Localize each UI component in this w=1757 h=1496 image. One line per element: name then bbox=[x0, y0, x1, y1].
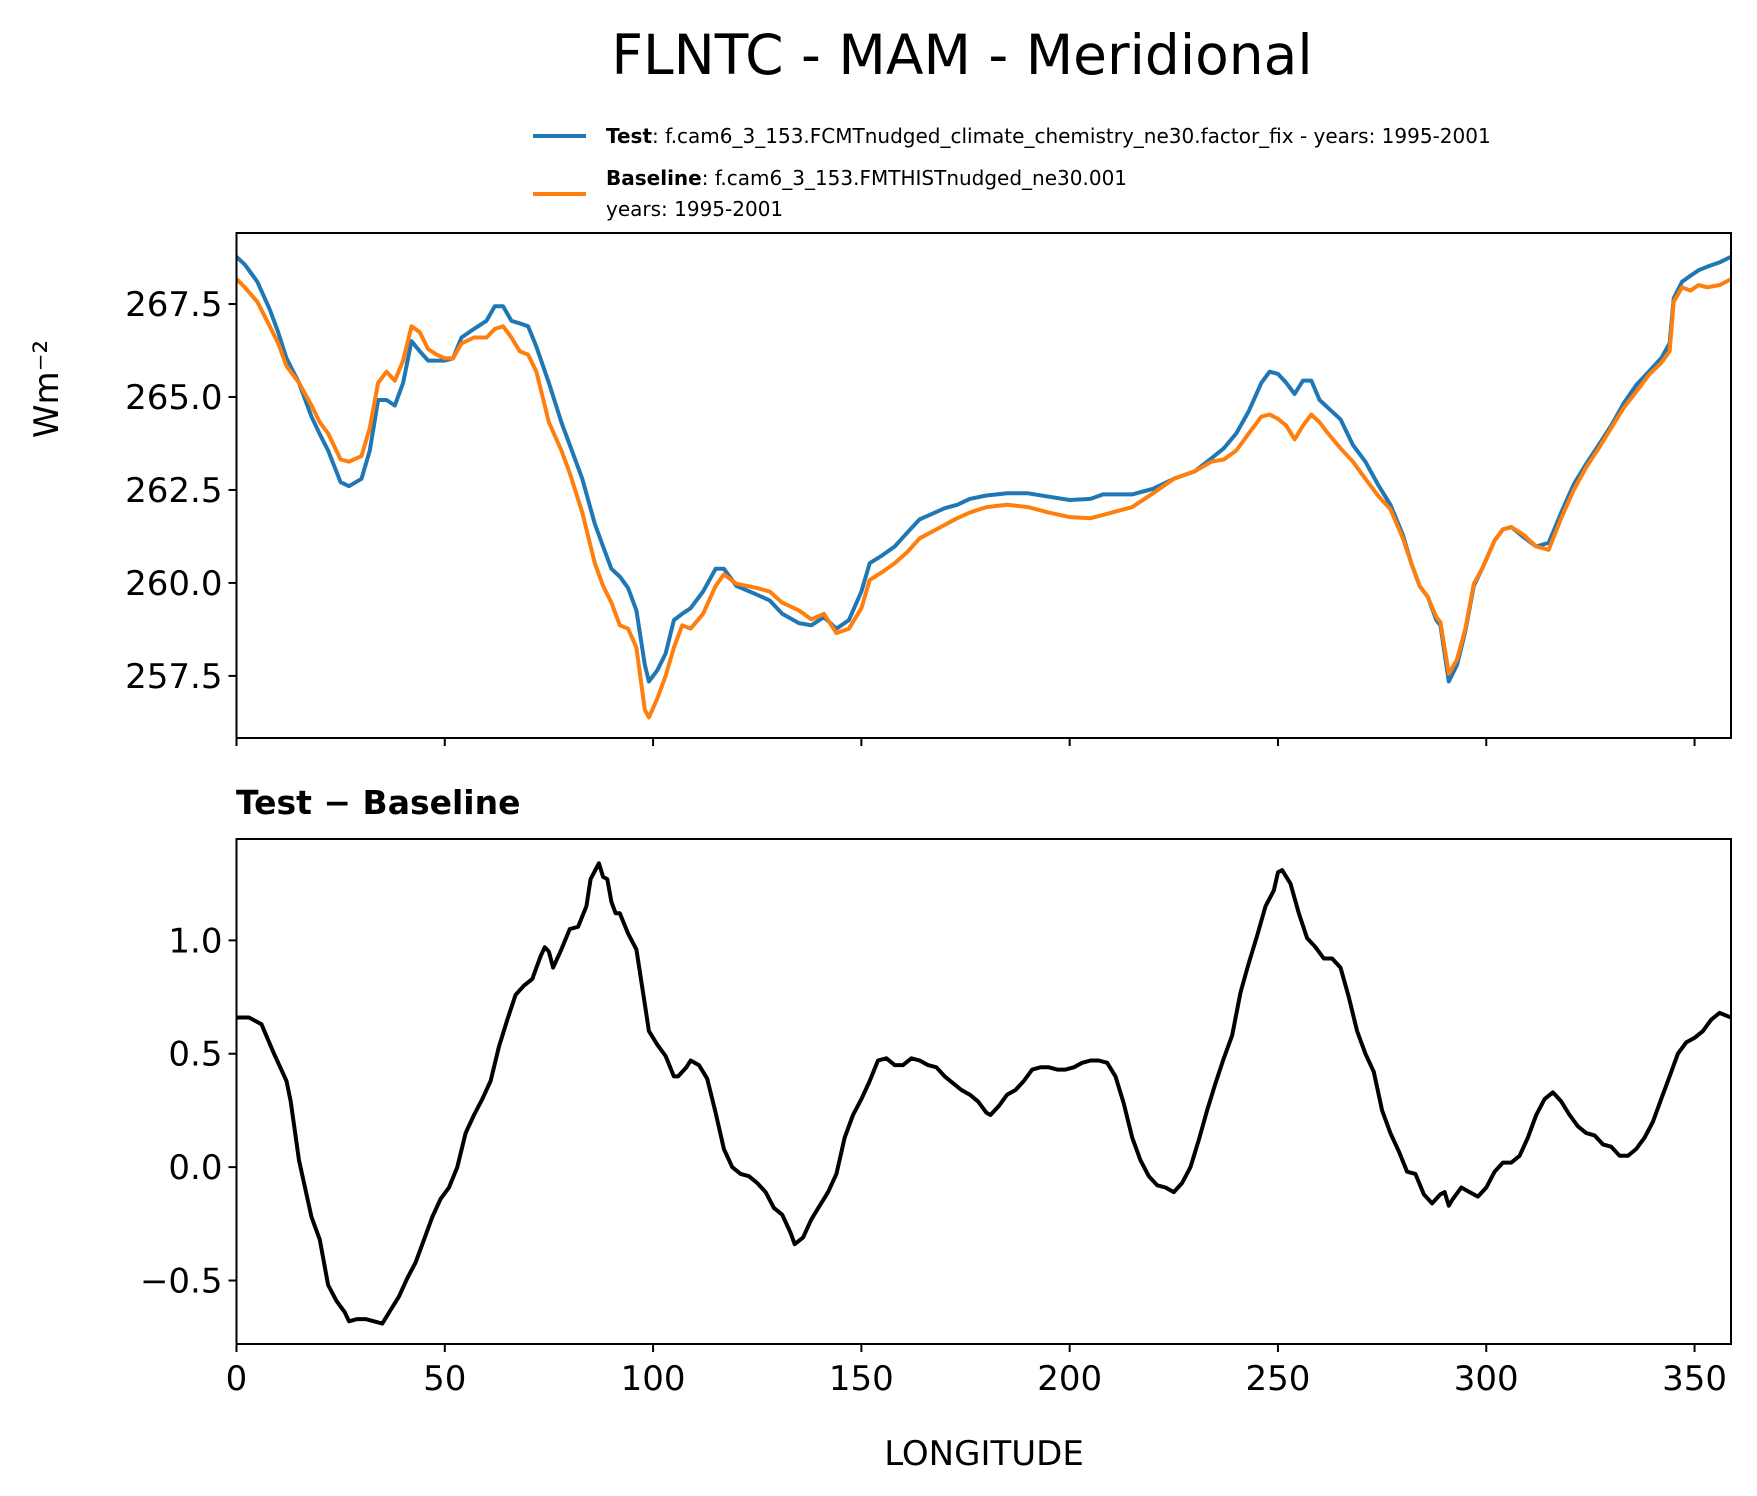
diff-panel: −0.5 0.0 0.5 1.0 0 50 100 150 200 250 300 350 bbox=[140, 838, 1732, 1399]
x-axis-label: LONGITUDE bbox=[884, 1434, 1084, 1474]
diff-panel-title: Test − Baseline bbox=[236, 783, 521, 822]
x-tick-label: 350 bbox=[1662, 1359, 1727, 1399]
axes-frame bbox=[235, 838, 1732, 1345]
legend: Test: f.cam6_3_153.FCMTnudged_climate_ch… bbox=[533, 124, 1491, 221]
x-tick-label: 100 bbox=[621, 1359, 686, 1399]
x-tick-label: 200 bbox=[1037, 1359, 1102, 1399]
y-tick-label: 0.5 bbox=[168, 1035, 222, 1075]
series-line-test-baseline bbox=[236, 861, 1731, 1326]
y-tick-label: 260.0 bbox=[125, 564, 222, 604]
legend-entry-test: Test: f.cam6_3_153.FCMTnudged_climate_ch… bbox=[606, 124, 1491, 148]
y-tick-label: 257.5 bbox=[125, 657, 222, 697]
y-tick-label: −0.5 bbox=[140, 1262, 223, 1302]
y-tick-label: 1.0 bbox=[168, 921, 222, 961]
y-tick-label: 262.5 bbox=[125, 471, 222, 511]
top-panel: 257.5 260.0 262.5 265.0 267.5 bbox=[125, 232, 1732, 746]
x-tick-label: 0 bbox=[226, 1359, 248, 1399]
series-line-baseline bbox=[236, 277, 1731, 720]
axes-frame bbox=[235, 232, 1732, 739]
y-axis-label: Wm⁻² bbox=[27, 340, 67, 438]
y-tick-label: 0.0 bbox=[168, 1148, 222, 1188]
legend-entry-baseline: Baseline: f.cam6_3_153.FMTHISTnudged_ne3… bbox=[606, 166, 1127, 190]
y-tick-label: 265.0 bbox=[125, 378, 222, 418]
x-tick-label: 50 bbox=[423, 1359, 466, 1399]
x-tick-label: 250 bbox=[1246, 1359, 1311, 1399]
x-tick-label: 300 bbox=[1454, 1359, 1519, 1399]
y-tick-label: 267.5 bbox=[125, 285, 222, 325]
x-tick-label: 150 bbox=[829, 1359, 894, 1399]
legend-entry-baseline-years: years: 1995-2001 bbox=[606, 197, 783, 221]
chart-title: FLNTC - MAM - Meridional bbox=[611, 23, 1312, 87]
